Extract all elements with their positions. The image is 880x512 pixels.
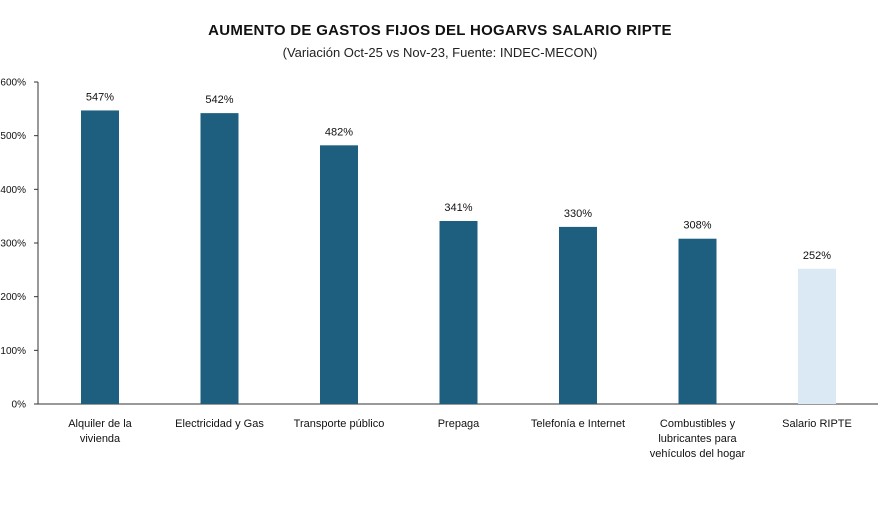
data-label: 341% — [444, 202, 472, 214]
data-label: 252% — [803, 250, 831, 262]
bar — [320, 145, 358, 404]
x-tick-label: Combustibles y — [660, 418, 736, 430]
x-tick-label: Alquiler de la — [68, 418, 132, 430]
chart-title: AUMENTO DE GASTOS FIJOS DEL HOGARVS SALA… — [208, 22, 672, 39]
data-label: 330% — [564, 208, 592, 220]
x-tick-label: Electricidad y Gas — [175, 418, 264, 430]
bar — [81, 110, 119, 405]
y-tick-label: 400% — [0, 185, 26, 196]
bar — [439, 220, 478, 404]
x-tick-label: lubricantes para — [658, 433, 737, 445]
bar — [200, 113, 239, 405]
x-tick-label: Transporte público — [294, 418, 385, 430]
x-tick-label: Salario RIPTE — [782, 418, 852, 430]
data-label: 308% — [683, 220, 711, 232]
bar — [798, 268, 836, 404]
y-tick-label: 200% — [0, 292, 26, 303]
data-label: 542% — [205, 94, 233, 106]
y-tick-label: 600% — [0, 78, 26, 89]
bar — [678, 238, 717, 404]
chart-subtitle: (Variación Oct-25 vs Nov-23, Fuente: IND… — [282, 45, 598, 60]
x-tick-label: vehículos del hogar — [650, 448, 746, 460]
bar — [559, 226, 597, 404]
data-label: 547% — [86, 91, 114, 103]
y-tick-label: 300% — [0, 239, 26, 250]
x-tick-label: vivienda — [80, 433, 121, 445]
y-tick-label: 500% — [0, 131, 26, 142]
data-label: 482% — [325, 126, 353, 138]
y-tick-label: 0% — [12, 400, 27, 411]
y-tick-label: 100% — [0, 346, 26, 357]
x-tick-label: Telefonía e Internet — [531, 418, 625, 430]
x-tick-label: Prepaga — [438, 418, 480, 430]
